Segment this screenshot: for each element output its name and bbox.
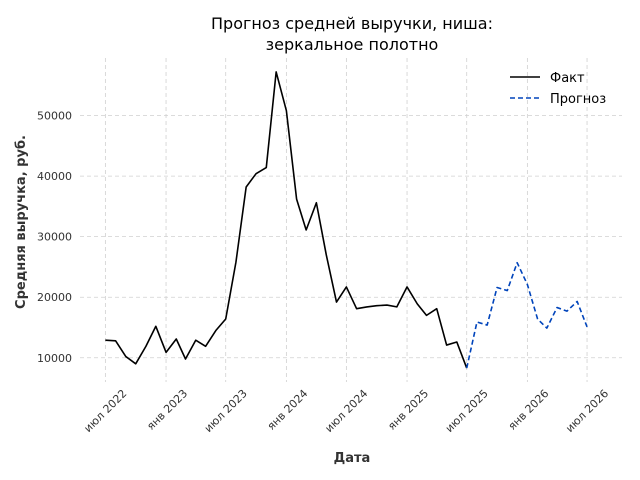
x-axis-label: Дата <box>334 451 371 466</box>
y-tick-label-2: 30000 <box>37 231 72 244</box>
y-tick-label-3: 40000 <box>37 170 72 183</box>
y-tick-label-4: 50000 <box>37 110 72 123</box>
legend: Факт Прогноз <box>510 71 606 107</box>
x-tick-label-7: янв 2026 <box>506 387 552 433</box>
legend-label-fact: Факт <box>550 71 585 86</box>
x-tick-label-8: июл 2026 <box>563 387 611 435</box>
series-line-fact <box>105 71 468 369</box>
y-axis-label: Средняя выручка, руб. <box>14 135 29 309</box>
chart-title-line-2: зеркальное полотно <box>266 35 439 54</box>
x-tick-label-1: янв 2023 <box>144 387 190 433</box>
x-tick-label-0: июл 2022 <box>81 387 129 435</box>
x-tick-label-3: янв 2024 <box>265 387 311 433</box>
x-axis-ticks: июл 2022 янв 2023 июл 2023 янв 2024 июл 2024… <box>81 387 611 435</box>
x-tick-label-4: июл 2024 <box>322 387 370 435</box>
chart-title-line-1: Прогноз средней выручки, ниша: <box>211 14 493 33</box>
y-axis-ticks: 10000 20000 30000 40000 50000 <box>37 110 72 365</box>
x-tick-label-5: янв 2025 <box>385 387 431 433</box>
series-line-forecast <box>465 261 588 369</box>
x-tick-label-6: июл 2025 <box>443 387 491 435</box>
grid-lines <box>80 58 622 382</box>
legend-label-forecast: Прогноз <box>550 92 606 107</box>
y-tick-label-1: 20000 <box>37 291 72 304</box>
series-lines <box>105 71 588 369</box>
y-tick-label-0: 10000 <box>37 352 72 365</box>
x-tick-label-2: июл 2023 <box>202 387 250 435</box>
